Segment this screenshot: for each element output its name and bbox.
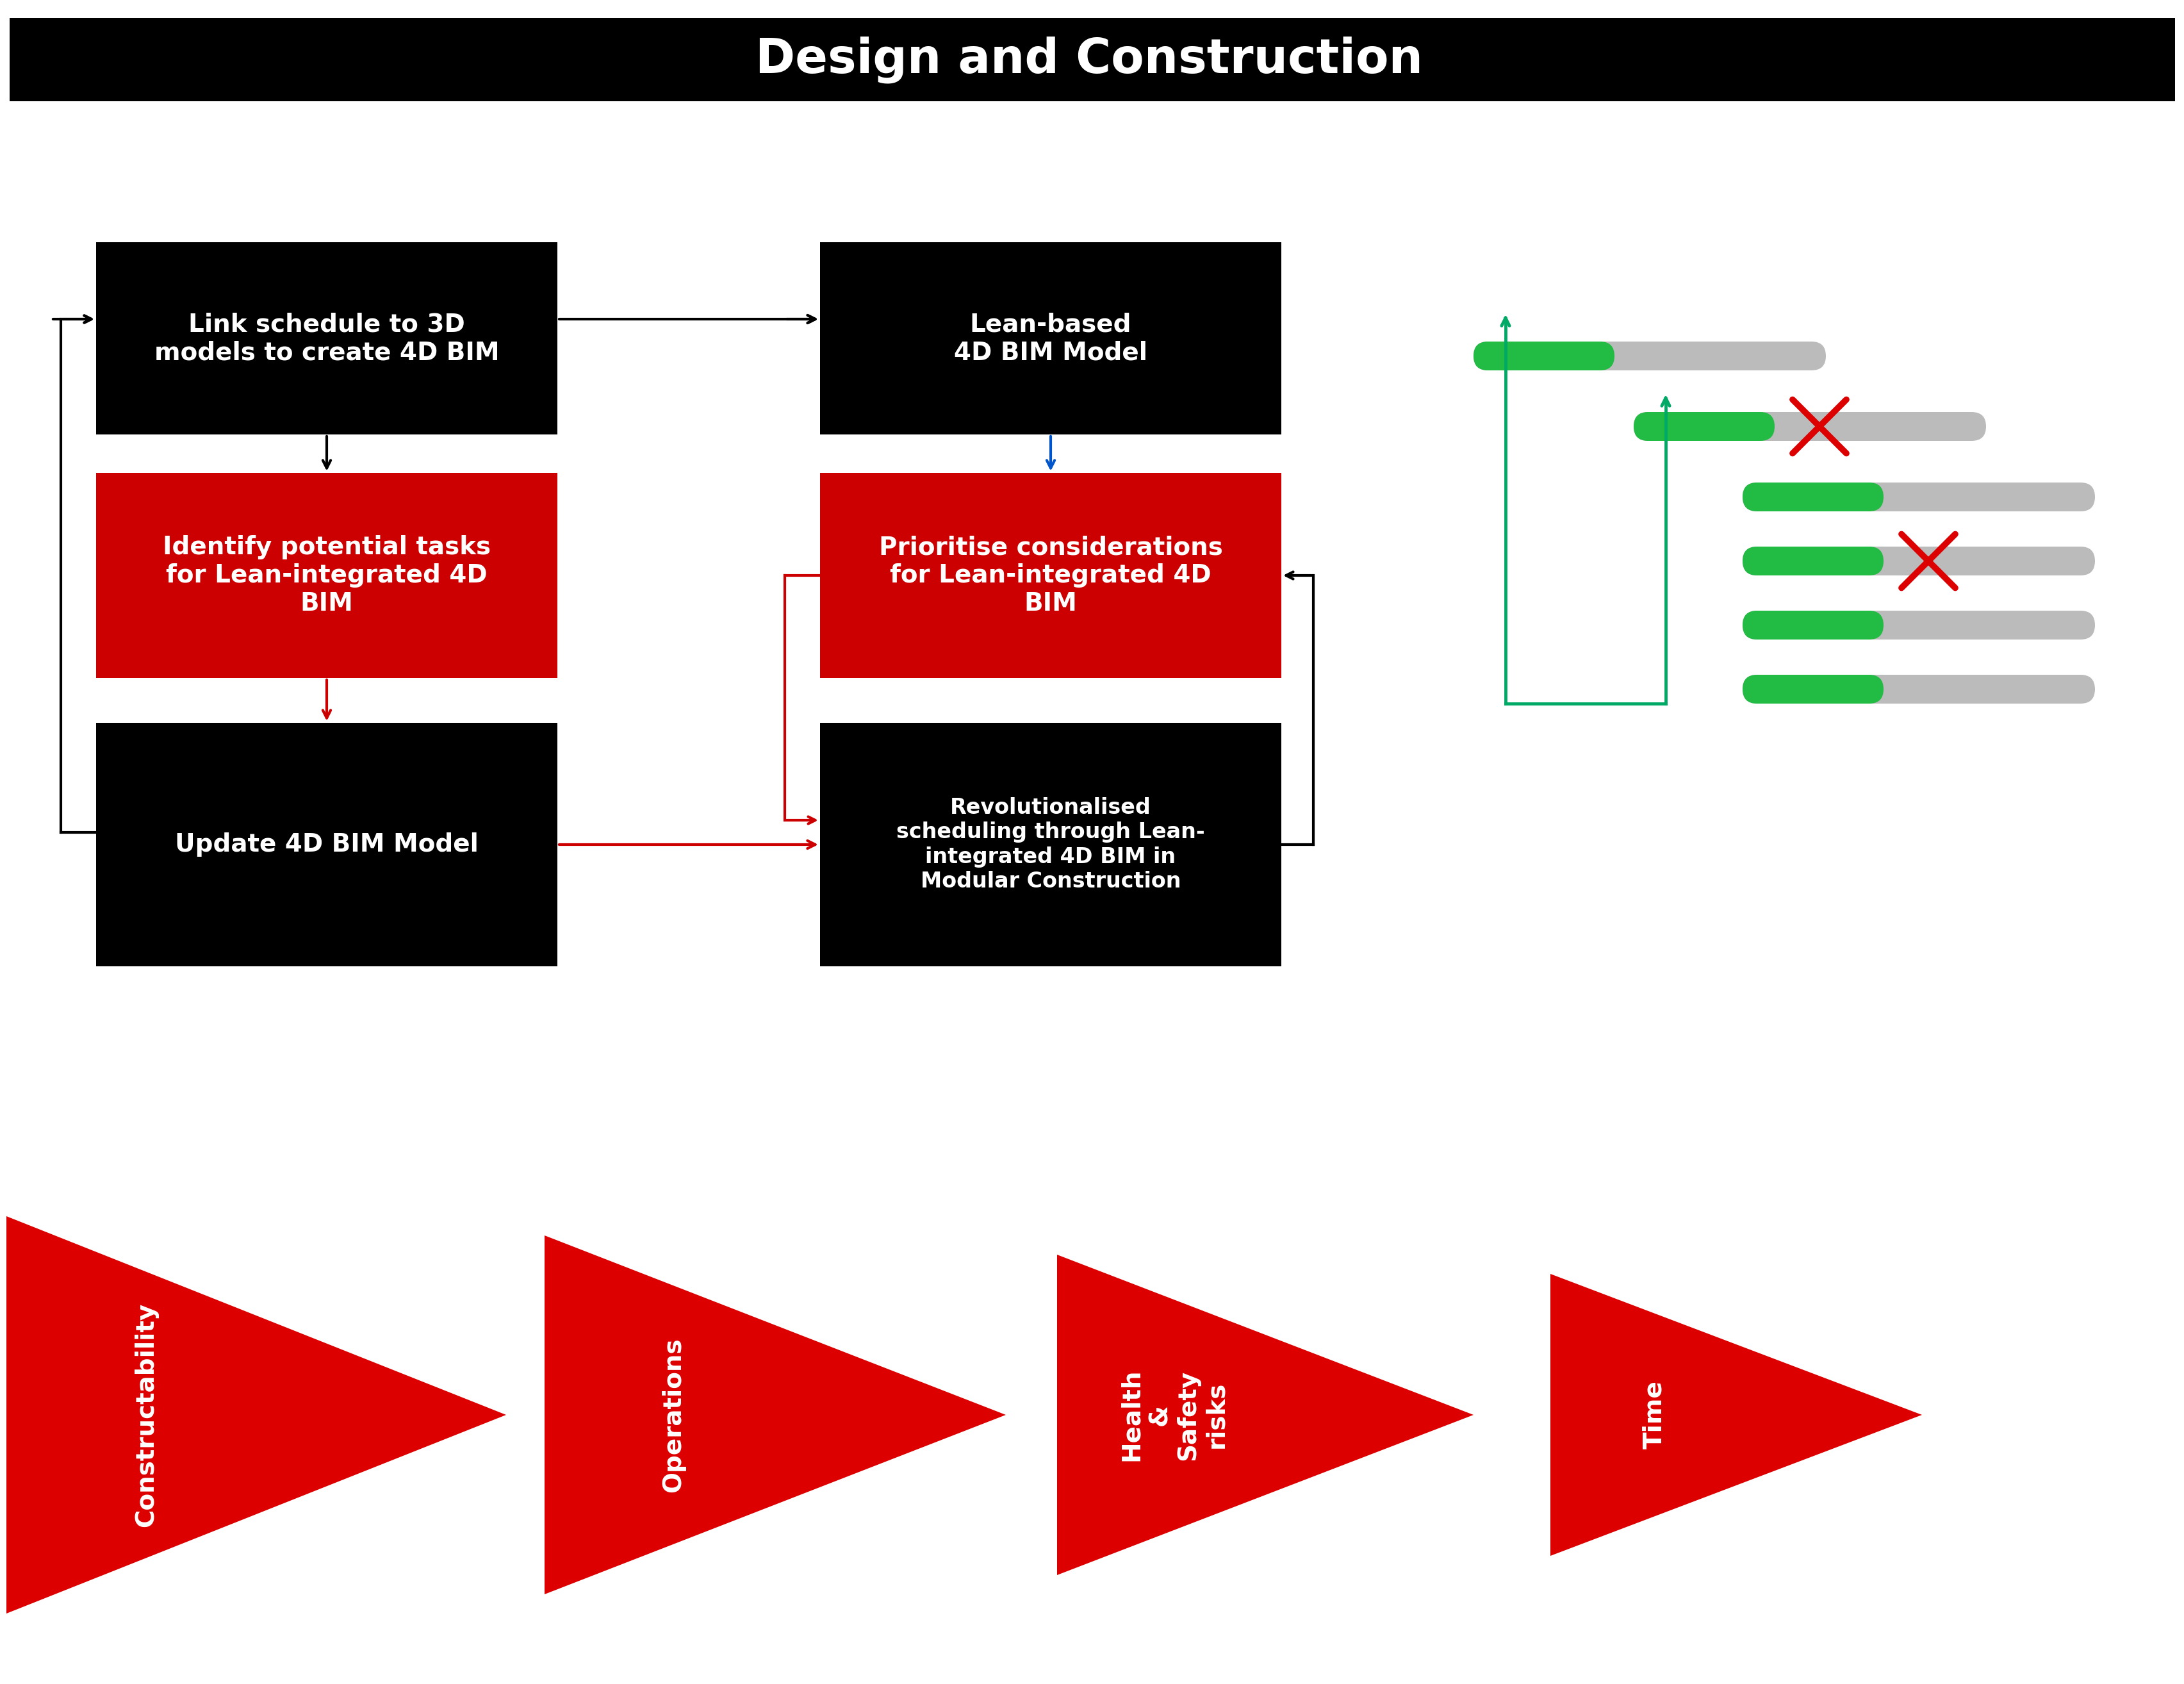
FancyBboxPatch shape bbox=[1634, 413, 1985, 441]
FancyBboxPatch shape bbox=[9, 19, 2175, 101]
FancyBboxPatch shape bbox=[819, 722, 1282, 967]
Text: Identify potential tasks
for Lean-integrated 4D
BIM: Identify potential tasks for Lean-integr… bbox=[162, 536, 491, 616]
FancyBboxPatch shape bbox=[1743, 611, 1883, 640]
Text: Constructability: Constructability bbox=[133, 1303, 159, 1527]
FancyBboxPatch shape bbox=[1743, 675, 2094, 704]
FancyBboxPatch shape bbox=[1743, 483, 2094, 512]
Text: Update 4D BIM Model: Update 4D BIM Model bbox=[175, 832, 478, 857]
FancyBboxPatch shape bbox=[819, 473, 1282, 679]
FancyBboxPatch shape bbox=[1634, 413, 1776, 441]
FancyBboxPatch shape bbox=[96, 242, 557, 434]
FancyBboxPatch shape bbox=[1743, 675, 1883, 704]
Polygon shape bbox=[1057, 1255, 1474, 1575]
Text: Health
&
Safety
risks: Health & Safety risks bbox=[1118, 1369, 1227, 1462]
FancyBboxPatch shape bbox=[819, 242, 1282, 434]
FancyBboxPatch shape bbox=[1474, 342, 1826, 370]
Text: Operations: Operations bbox=[662, 1337, 686, 1492]
Text: Design and Construction: Design and Construction bbox=[756, 35, 1424, 83]
FancyBboxPatch shape bbox=[1743, 547, 1883, 576]
Text: Link schedule to 3D
models to create 4D BIM: Link schedule to 3D models to create 4D … bbox=[155, 312, 500, 365]
Text: Revolutionalised
scheduling through Lean-
integrated 4D BIM in
Modular Construct: Revolutionalised scheduling through Lean… bbox=[895, 797, 1206, 893]
Polygon shape bbox=[544, 1236, 1007, 1595]
Text: Prioritise considerations
for Lean-integrated 4D
BIM: Prioritise considerations for Lean-integ… bbox=[878, 536, 1223, 616]
FancyBboxPatch shape bbox=[96, 722, 557, 967]
Text: Lean-based
4D BIM Model: Lean-based 4D BIM Model bbox=[954, 312, 1147, 365]
FancyBboxPatch shape bbox=[1743, 611, 2094, 640]
FancyBboxPatch shape bbox=[1743, 483, 1883, 512]
Polygon shape bbox=[7, 1216, 507, 1613]
FancyBboxPatch shape bbox=[1743, 547, 2094, 576]
FancyBboxPatch shape bbox=[1474, 342, 1614, 370]
Text: Time: Time bbox=[1642, 1381, 1666, 1450]
FancyBboxPatch shape bbox=[96, 473, 557, 679]
Polygon shape bbox=[1551, 1273, 1922, 1556]
